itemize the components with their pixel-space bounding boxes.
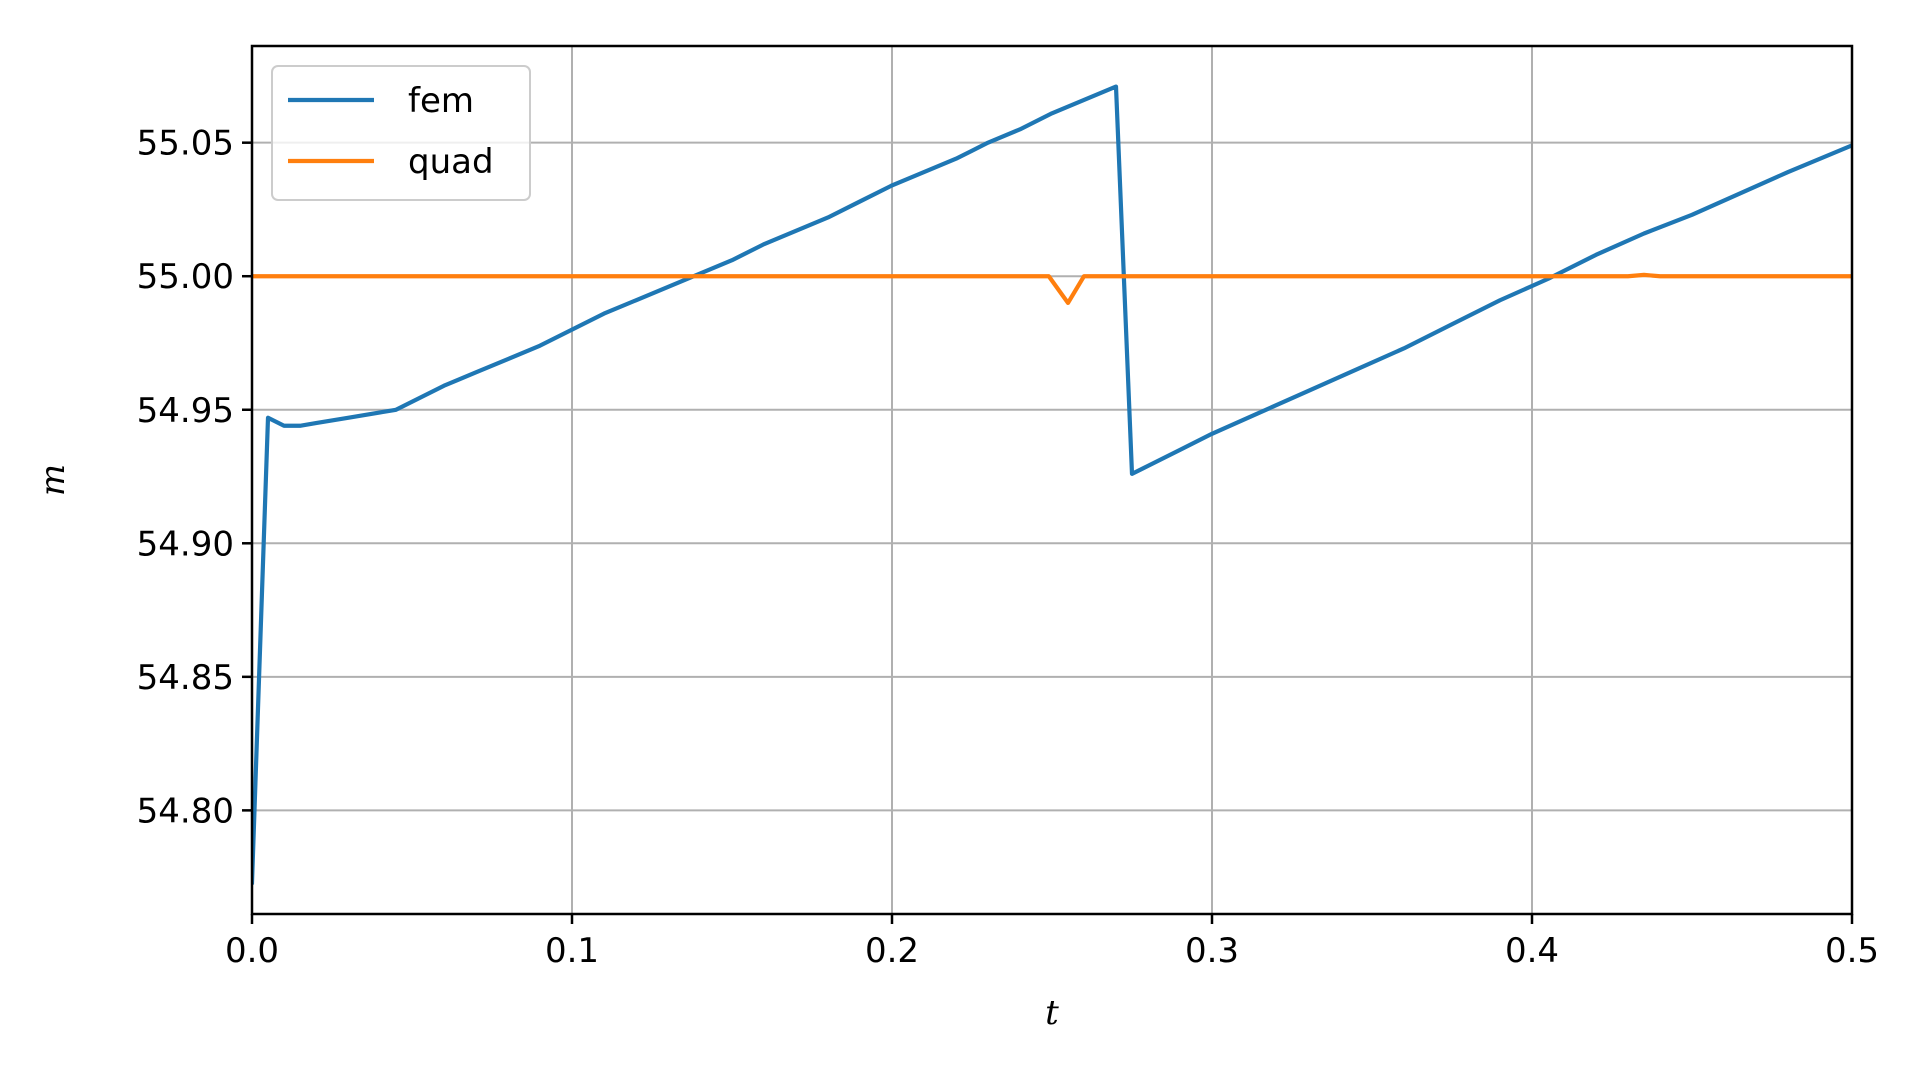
x-tick-label: 0.1 xyxy=(545,931,599,971)
series-lines xyxy=(252,84,1852,885)
legend-label-quad: quad xyxy=(408,142,494,182)
y-tick-label: 55.00 xyxy=(137,257,234,297)
series-line-fem xyxy=(252,84,1852,885)
y-axis-label: m xyxy=(33,464,73,496)
x-axis-label: t xyxy=(1045,993,1059,1033)
plot-frame xyxy=(250,44,1854,916)
x-tick-label: 0.3 xyxy=(1185,931,1239,971)
series-line-quad xyxy=(252,272,1852,306)
x-tick-label: 0.0 xyxy=(225,931,279,971)
y-tick-label: 54.95 xyxy=(137,391,234,431)
y-tick-label: 55.05 xyxy=(137,124,234,164)
legend: fem quad xyxy=(271,65,531,201)
legend-label-fem: fem xyxy=(408,81,474,121)
x-tick-label: 0.5 xyxy=(1825,931,1879,971)
x-tick-label: 0.2 xyxy=(865,931,919,971)
y-tick-label: 54.90 xyxy=(137,524,234,564)
x-tick-label: 0.4 xyxy=(1505,931,1559,971)
y-tick-label: 54.80 xyxy=(137,791,234,831)
axis-ticks: 0.0 0.1 0.2 0.3 0.4 0.5 54.80 54.85 54.90 54.95 55… xyxy=(137,124,1879,971)
y-tick-label: 54.85 xyxy=(137,658,234,698)
